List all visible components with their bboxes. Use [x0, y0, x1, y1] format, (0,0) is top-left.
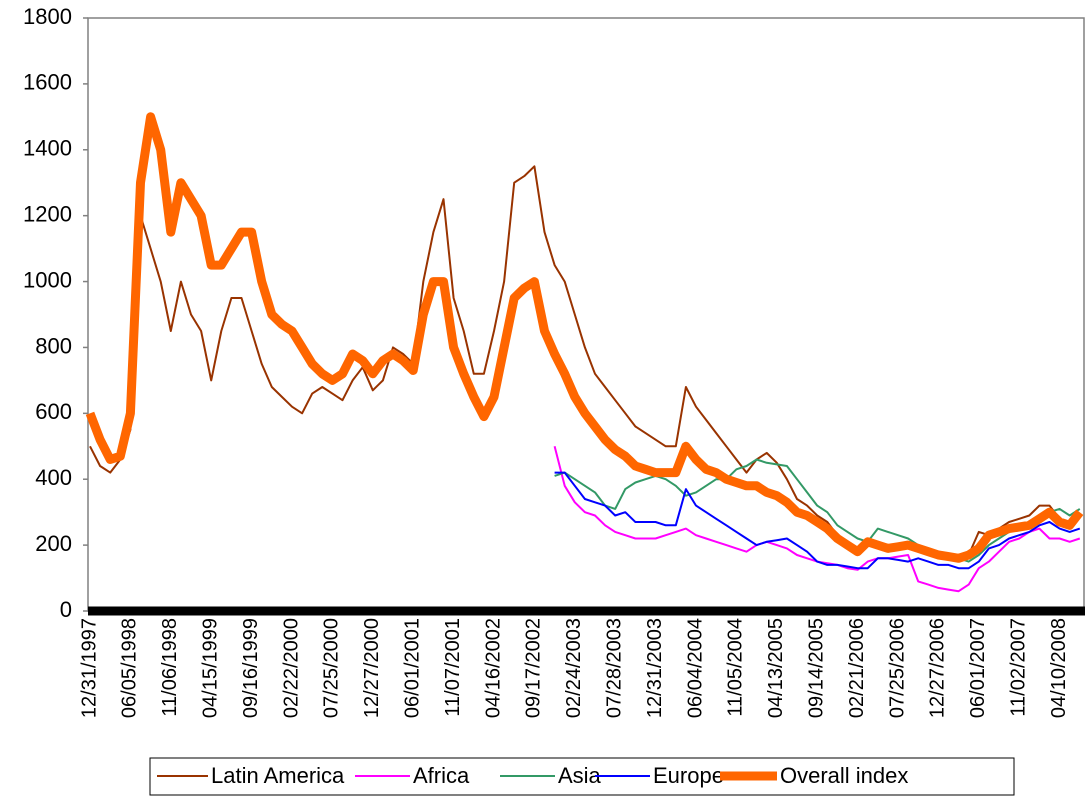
x-tick-label: 04/15/1999	[199, 618, 221, 718]
legend-box	[149, 757, 1015, 796]
y-tick-label: 800	[35, 333, 72, 358]
legend-label: Overall index	[780, 763, 908, 788]
x-tick-label: 07/28/2003	[603, 618, 625, 718]
x-tick-label: 09/16/1999	[240, 618, 262, 718]
x-tick-label: 04/16/2002	[482, 618, 504, 718]
x-tick-label: 12/31/1997	[78, 618, 100, 718]
legend-label: Africa	[413, 763, 470, 788]
legend-label: Asia	[558, 763, 602, 788]
x-tick-label: 07/25/2000	[321, 618, 343, 718]
x-tick-label: 11/05/2004	[725, 618, 747, 717]
plot-area	[87, 17, 1085, 612]
x-tick-label: 04/10/2008	[1048, 618, 1070, 718]
x-tick-label: 09/17/2002	[523, 618, 545, 718]
y-tick-label: 1200	[23, 201, 72, 226]
series-line	[85, 112, 1084, 563]
y-tick-label: 1600	[23, 70, 72, 95]
x-tick-label: 12/27/2000	[361, 618, 383, 718]
x-tick-label: 04/13/2005	[765, 618, 787, 718]
x-tick-label: 06/01/2001	[401, 618, 423, 718]
x-tick-label: 02/21/2006	[846, 618, 868, 718]
x-tick-label: 02/22/2000	[280, 618, 302, 718]
x-tick-label: 11/06/1998	[159, 618, 181, 717]
x-tick-label: 06/01/2007	[967, 618, 989, 718]
x-tick-label: 07/25/2006	[886, 618, 908, 718]
legend-label: Latin America	[211, 763, 345, 788]
y-tick-label: 1400	[23, 136, 72, 161]
x-tick-label: 06/05/1998	[119, 618, 141, 718]
x-tick-label: 09/14/2005	[805, 618, 827, 718]
y-tick-label: 400	[35, 465, 72, 490]
x-tick-label: 02/24/2003	[563, 618, 585, 718]
series-line	[554, 471, 1081, 570]
y-tick-label: 1000	[23, 267, 72, 292]
y-tick-label: 600	[35, 399, 72, 424]
legend-label: Europe	[653, 763, 724, 788]
x-tick-label: 06/04/2004	[684, 618, 706, 718]
y-tick-label: 1800	[23, 4, 72, 29]
x-tick-label: 11/07/2001	[442, 618, 464, 717]
y-tick-label: 200	[35, 531, 72, 556]
y-tick-label: 0	[60, 597, 72, 622]
x-tick-label: 11/02/2007	[1007, 618, 1029, 717]
x-tick-label: 12/31/2003	[644, 618, 666, 718]
series-line	[554, 458, 1081, 563]
x-tick-label: 12/27/2006	[927, 618, 949, 718]
